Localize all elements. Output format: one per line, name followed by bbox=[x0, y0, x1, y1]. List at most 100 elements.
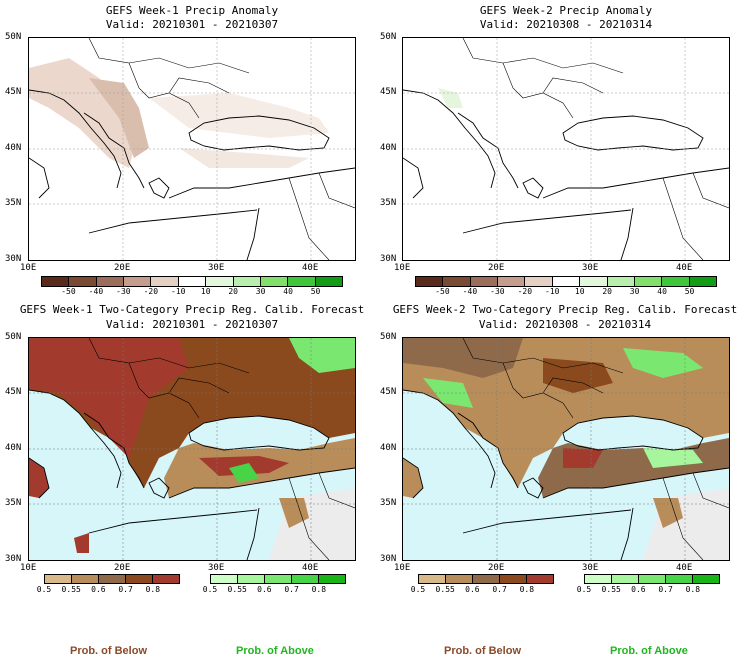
lat-label: 45N bbox=[5, 387, 22, 397]
colorbar-swatch bbox=[233, 277, 261, 286]
prob-above-colorbar-labels: 0.5 0.55 0.6 0.7 0.8 bbox=[577, 585, 720, 595]
colorbar-swatch bbox=[288, 277, 316, 286]
colorbar-swatch bbox=[260, 277, 289, 286]
colorbar-swatch bbox=[443, 277, 471, 286]
panel-title: GEFS Week-1 Two-Category Precip Reg. Cal… bbox=[19, 303, 365, 316]
lat-label: 50N bbox=[5, 332, 22, 342]
lon-label: 30E bbox=[582, 563, 599, 573]
precip-anomaly-map bbox=[402, 37, 730, 261]
coastlines bbox=[403, 89, 729, 260]
lat-label: 35N bbox=[5, 198, 22, 208]
colorbar-swatch bbox=[153, 575, 179, 583]
lat-label: 30N bbox=[5, 554, 22, 564]
lat-label: 35N bbox=[380, 498, 397, 508]
anomaly-colorbar-labels: -50 -40 -30 -20 -10 10 20 30 40 50 bbox=[41, 287, 343, 297]
colorbar-tick-label: 0.7 bbox=[284, 585, 299, 594]
prob-below-colorbar bbox=[418, 574, 554, 584]
lat-label: 30N bbox=[380, 254, 397, 264]
lon-label: 10E bbox=[20, 263, 37, 273]
prob-above-label: Prob. of Above bbox=[236, 645, 314, 657]
coastlines bbox=[29, 389, 355, 560]
colorbar-tick-label: 0.55 bbox=[61, 585, 81, 594]
colorbar-swatch bbox=[124, 277, 152, 286]
lon-label: 10E bbox=[394, 263, 411, 273]
coastlines bbox=[29, 89, 355, 260]
anomaly-shading bbox=[438, 88, 463, 108]
prob-below-colorbar-labels: 0.5 0.55 0.6 0.7 0.8 bbox=[37, 585, 180, 595]
colorbar-swatch bbox=[473, 575, 500, 583]
prob-above-colorbar bbox=[584, 574, 720, 584]
lon-label: 20E bbox=[488, 263, 505, 273]
colorbar-tick-label: 50 bbox=[310, 287, 321, 296]
colorbar-tick-label: -30 bbox=[116, 287, 131, 296]
anomaly-shading bbox=[29, 58, 329, 168]
lon-label: 40E bbox=[676, 563, 693, 573]
gridlines bbox=[403, 338, 729, 560]
panel-valid-dates: Valid: 20210308 - 20210314 bbox=[478, 318, 652, 331]
prob-above-colorbar bbox=[210, 574, 346, 584]
lat-label: 50N bbox=[380, 32, 397, 42]
colorbar-swatch bbox=[319, 575, 345, 583]
colorbar-swatch bbox=[470, 277, 499, 286]
colorbar-tick-label: 0.55 bbox=[227, 585, 247, 594]
colorbar-swatch bbox=[498, 277, 526, 286]
colorbar-tick-label: 0.7 bbox=[118, 585, 133, 594]
colorbar-tick-label: 0.6 bbox=[465, 585, 480, 594]
panel-title: GEFS Week-1 Precip Anomaly bbox=[105, 4, 279, 17]
lon-label: 30E bbox=[582, 263, 599, 273]
lat-label: 50N bbox=[5, 32, 22, 42]
colorbar-swatch bbox=[99, 575, 126, 583]
anomaly-colorbar-labels: -50 -40 -30 -20 -10 10 20 30 40 50 bbox=[415, 287, 717, 297]
lat-label: 45N bbox=[380, 87, 397, 97]
colorbar-tick-label: 0.6 bbox=[91, 585, 106, 594]
panel-title: GEFS Week-2 Two-Category Precip Reg. Cal… bbox=[392, 303, 738, 316]
colorbar-tick-label: -10 bbox=[545, 287, 560, 296]
colorbar-tick-label: 0.6 bbox=[257, 585, 272, 594]
borders bbox=[462, 338, 729, 560]
colorbar-swatch bbox=[211, 575, 238, 583]
colorbar-tick-label: 0.8 bbox=[519, 585, 535, 594]
lon-label: 20E bbox=[488, 563, 505, 573]
prob-above-label: Prob. of Above bbox=[610, 645, 688, 657]
colorbar-tick-label: 50 bbox=[684, 287, 695, 296]
colorbar-swatch bbox=[238, 575, 265, 583]
colorbar-tick-label: 0.7 bbox=[492, 585, 507, 594]
colorbar-tick-label: -10 bbox=[171, 287, 186, 296]
prob-below-label: Prob. of Below bbox=[70, 645, 147, 657]
colorbar-tick-label: 20 bbox=[602, 287, 612, 296]
lon-label: 40E bbox=[676, 263, 693, 273]
probability-map bbox=[28, 337, 356, 561]
colorbar-tick-label: -20 bbox=[517, 287, 533, 296]
precip-anomaly-map bbox=[28, 37, 356, 261]
colorbar-tick-label: -30 bbox=[490, 287, 505, 296]
colorbar-swatch bbox=[151, 277, 179, 286]
colorbar-tick-label: 0.55 bbox=[435, 585, 455, 594]
prob-below-colorbar-labels: 0.5 0.55 0.6 0.7 0.8 bbox=[411, 585, 554, 595]
colorbar-swatch bbox=[45, 575, 72, 583]
colorbar-swatch bbox=[639, 575, 666, 583]
colorbar-swatch bbox=[693, 575, 719, 583]
colorbar-swatch bbox=[525, 277, 553, 286]
colorbar-swatch bbox=[662, 277, 690, 286]
colorbar-tick-label: 10 bbox=[574, 287, 585, 296]
colorbar-swatch bbox=[292, 575, 319, 583]
colorbar-swatch bbox=[666, 575, 693, 583]
colorbar-swatch bbox=[178, 277, 207, 286]
lat-label: 40N bbox=[380, 443, 397, 453]
colorbar-tick-label: 0.5 bbox=[202, 585, 218, 594]
colorbar-tick-label: 0.55 bbox=[601, 585, 621, 594]
lon-label: 30E bbox=[208, 263, 225, 273]
panel-valid-dates: Valid: 20210301 - 20210307 bbox=[105, 318, 279, 331]
lat-label: 40N bbox=[5, 143, 22, 153]
colorbar-swatch bbox=[416, 277, 444, 286]
lat-label: 40N bbox=[5, 443, 22, 453]
colorbar-tick-label: 30 bbox=[255, 287, 266, 296]
colorbar-swatch bbox=[634, 277, 663, 286]
lon-label: 20E bbox=[114, 263, 131, 273]
prob-above-colorbar-labels: 0.5 0.55 0.6 0.7 0.8 bbox=[203, 585, 346, 595]
borders bbox=[88, 338, 355, 560]
panel-title: GEFS Week-2 Precip Anomaly bbox=[479, 4, 653, 17]
panel-valid-dates: Valid: 20210301 - 20210307 bbox=[105, 18, 279, 31]
lon-label: 20E bbox=[114, 563, 131, 573]
colorbar-swatch bbox=[527, 575, 553, 583]
